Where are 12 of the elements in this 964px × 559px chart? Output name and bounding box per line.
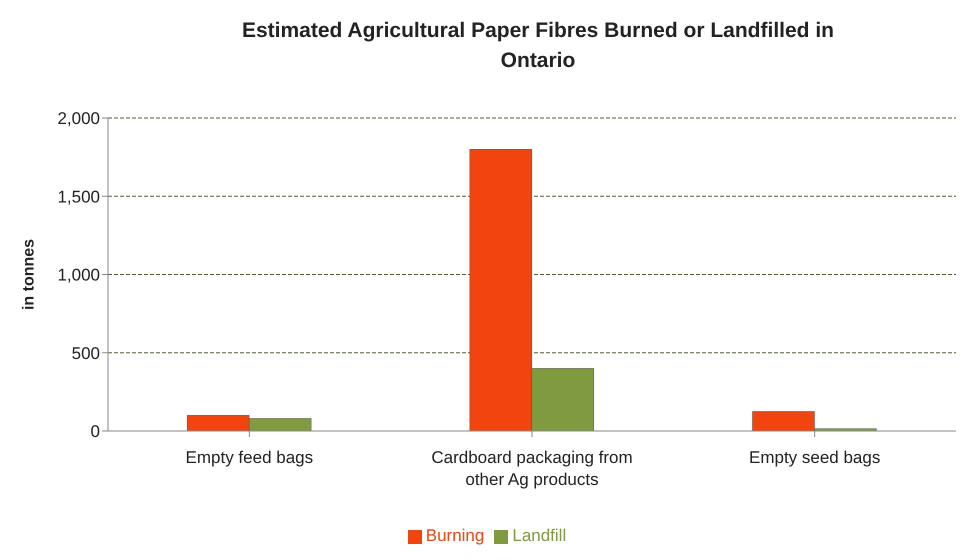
y-tick-label: 1,500 — [57, 187, 100, 206]
y-tick-label: 2,000 — [57, 109, 100, 128]
x-tick-label: Cardboard packaging from other Ag products — [431, 448, 633, 489]
chart-title: Estimated Agricultural Paper Fibres Burned or Landfilled in Ontario — [241, 18, 835, 74]
y-tick-label: 1,000 — [57, 266, 100, 285]
x-tick-label: Empty seed bags — [748, 448, 880, 467]
y-axis-title: in tonnes — [20, 238, 38, 310]
y-tick-label: 500 — [72, 344, 100, 363]
x-tick-label: Empty feed bags — [186, 448, 314, 467]
legend-label: Landfill — [512, 526, 566, 545]
y-tick-label: 0 — [90, 422, 100, 442]
legend-label: Burning — [426, 526, 484, 545]
